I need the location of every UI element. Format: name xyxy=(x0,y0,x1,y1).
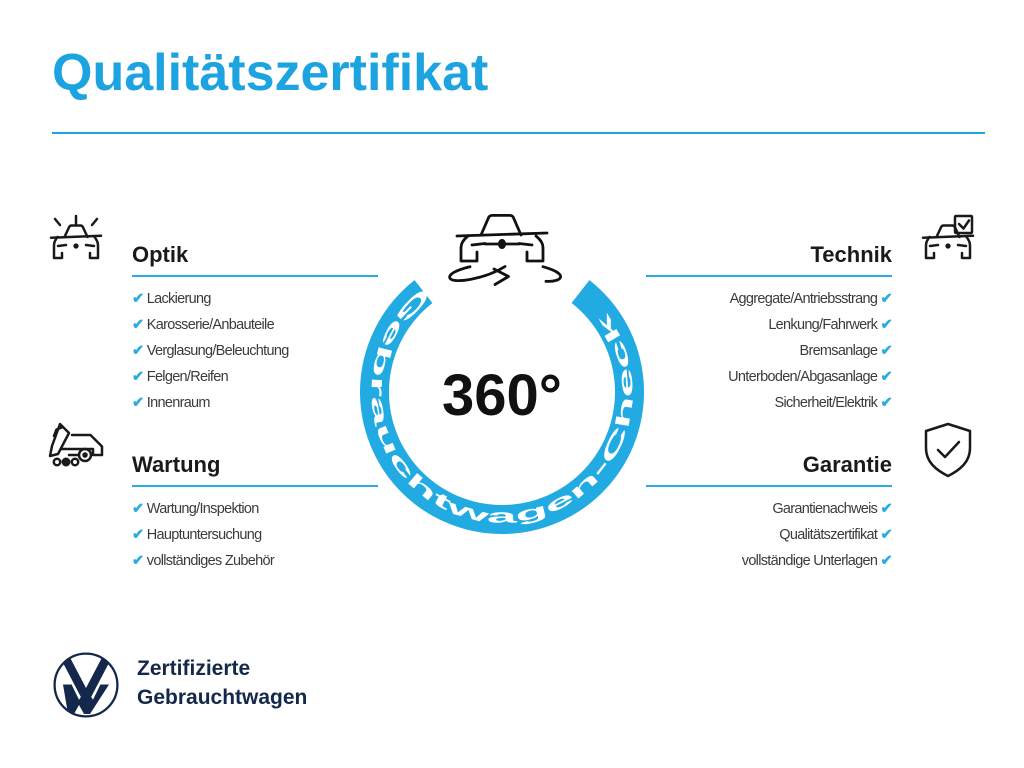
svg-text:360°: 360° xyxy=(442,363,562,428)
